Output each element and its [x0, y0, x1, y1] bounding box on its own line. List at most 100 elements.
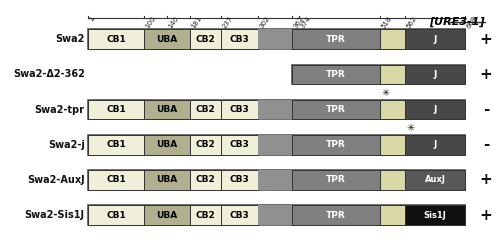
Text: 100: 100: [144, 15, 156, 30]
Bar: [88, 135, 465, 155]
Text: J: J: [434, 70, 436, 79]
Text: CB3: CB3: [230, 105, 250, 114]
Text: UBA: UBA: [156, 175, 178, 184]
Bar: [405, 135, 465, 155]
Text: CB1: CB1: [106, 35, 126, 43]
Bar: [88, 29, 144, 49]
Bar: [144, 205, 190, 225]
Text: CB3: CB3: [230, 211, 250, 220]
Text: +: +: [480, 208, 492, 223]
Bar: [88, 135, 144, 155]
Text: Swa2-j: Swa2-j: [48, 140, 84, 150]
Text: CB1: CB1: [106, 211, 126, 220]
Bar: [88, 205, 144, 225]
Bar: [258, 100, 292, 119]
Bar: [190, 100, 222, 119]
Text: Sis1J: Sis1J: [424, 211, 446, 220]
Text: Swa2-Sis1J: Swa2-Sis1J: [24, 210, 84, 220]
Bar: [405, 205, 465, 225]
Text: ✳: ✳: [406, 123, 414, 133]
Text: TPR: TPR: [326, 105, 346, 114]
Bar: [405, 170, 465, 190]
Bar: [258, 29, 292, 49]
Text: +: +: [480, 67, 492, 82]
Text: Swa2: Swa2: [56, 34, 84, 44]
Bar: [292, 205, 380, 225]
Text: CB1: CB1: [106, 175, 126, 184]
Text: 1: 1: [88, 15, 96, 22]
Text: UBA: UBA: [156, 35, 178, 43]
Text: CB3: CB3: [230, 175, 250, 184]
Bar: [222, 100, 258, 119]
Bar: [144, 100, 190, 119]
Bar: [292, 135, 380, 155]
Bar: [292, 29, 380, 49]
Text: -: -: [482, 137, 489, 152]
Bar: [222, 205, 258, 225]
Bar: [88, 205, 465, 225]
Bar: [258, 205, 292, 225]
Bar: [292, 170, 380, 190]
Text: J: J: [434, 35, 436, 43]
Text: 362: 362: [292, 15, 304, 30]
Bar: [380, 65, 405, 84]
Bar: [405, 29, 465, 49]
Text: +: +: [480, 32, 492, 47]
Text: Swa2-tpr: Swa2-tpr: [34, 104, 84, 114]
Text: CB1: CB1: [106, 105, 126, 114]
Text: 668: 668: [465, 15, 477, 30]
Text: CB2: CB2: [196, 105, 216, 114]
Text: 140: 140: [166, 15, 179, 30]
Bar: [380, 100, 405, 119]
Bar: [88, 100, 144, 119]
Text: ✳: ✳: [382, 88, 390, 98]
Bar: [258, 135, 292, 155]
Bar: [222, 135, 258, 155]
Bar: [144, 135, 190, 155]
Text: 302: 302: [258, 15, 271, 30]
Text: -: -: [482, 102, 489, 117]
Bar: [405, 100, 465, 119]
Text: CB2: CB2: [196, 211, 216, 220]
Text: CB3: CB3: [230, 35, 250, 43]
Text: 518: 518: [380, 15, 393, 30]
Text: Swa2-AuxJ: Swa2-AuxJ: [27, 175, 84, 185]
Text: +: +: [480, 173, 492, 187]
Text: AuxJ: AuxJ: [424, 175, 446, 184]
Bar: [144, 170, 190, 190]
Text: 562: 562: [405, 15, 417, 29]
Text: TPR: TPR: [326, 70, 346, 79]
Text: 374: 374: [299, 15, 312, 30]
Bar: [222, 29, 258, 49]
Bar: [380, 29, 405, 49]
Bar: [292, 100, 380, 119]
Bar: [380, 135, 405, 155]
Bar: [405, 65, 465, 84]
Bar: [292, 65, 465, 84]
Bar: [190, 170, 222, 190]
Text: J: J: [434, 105, 436, 114]
Bar: [144, 29, 190, 49]
Bar: [380, 170, 405, 190]
Text: CB1: CB1: [106, 140, 126, 149]
Text: UBA: UBA: [156, 105, 178, 114]
Text: TPR: TPR: [326, 140, 346, 149]
Bar: [190, 135, 222, 155]
Text: CB2: CB2: [196, 140, 216, 149]
Bar: [190, 29, 222, 49]
Text: TPR: TPR: [326, 35, 346, 43]
Text: J: J: [434, 140, 436, 149]
Bar: [292, 65, 380, 84]
Text: CB2: CB2: [196, 175, 216, 184]
Bar: [88, 100, 465, 119]
Text: CB3: CB3: [230, 140, 250, 149]
Text: 181: 181: [190, 15, 202, 30]
Bar: [88, 170, 144, 190]
Text: UBA: UBA: [156, 211, 178, 220]
Text: Swa2-Δ2-362: Swa2-Δ2-362: [13, 69, 85, 79]
Bar: [88, 170, 465, 190]
Text: TPR: TPR: [326, 211, 346, 220]
Bar: [380, 205, 405, 225]
Bar: [258, 170, 292, 190]
Bar: [190, 205, 222, 225]
